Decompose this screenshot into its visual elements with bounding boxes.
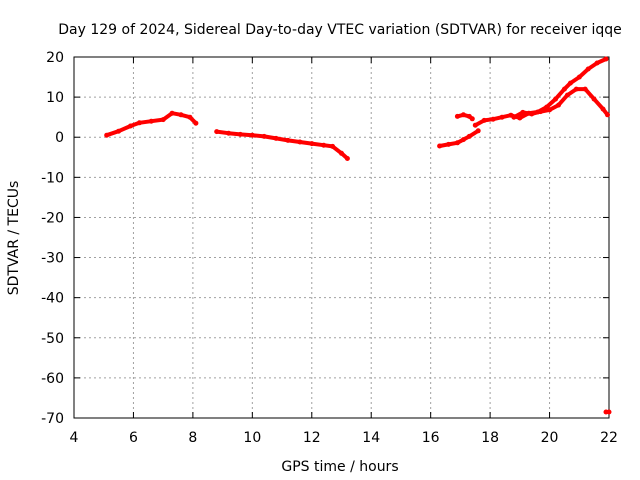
x-tick-label: 14: [362, 430, 380, 446]
data-point: [591, 96, 597, 102]
series-line-segment-1: [104, 111, 198, 138]
data-point: [104, 132, 110, 138]
data-point: [556, 102, 561, 108]
data-point: [605, 112, 610, 118]
grid-lines: [74, 57, 609, 418]
data-point: [481, 117, 487, 123]
series-group: [104, 56, 612, 415]
data-point: [214, 129, 220, 135]
data-point: [285, 137, 291, 143]
data-point: [193, 120, 199, 126]
data-point: [344, 156, 350, 161]
x-tick-label: 18: [481, 430, 499, 446]
data-point: [187, 114, 193, 120]
x-axis-title: GPS time / hours: [281, 459, 398, 475]
series-line-segment-2: [214, 129, 350, 161]
data-point: [469, 116, 475, 122]
data-point: [454, 113, 460, 119]
data-point: [585, 66, 591, 72]
data-point: [178, 112, 184, 118]
data-point: [594, 60, 600, 66]
data-point: [460, 137, 466, 143]
data-point: [116, 128, 122, 134]
data-point: [466, 133, 472, 139]
data-point: [446, 141, 451, 147]
data-point: [576, 74, 582, 80]
data-point: [573, 86, 579, 92]
y-tick-label: 10: [46, 90, 64, 106]
x-tick-label: 16: [422, 430, 440, 446]
data-point: [600, 106, 606, 112]
y-tick-label: -20: [41, 210, 64, 226]
data-point: [603, 56, 609, 62]
axis-ticks: [73, 56, 610, 419]
data-point: [490, 116, 496, 122]
data-point: [321, 142, 327, 148]
data-point: [339, 150, 344, 156]
chart-title: Day 129 of 2024, Sidereal Day-to-day VTE…: [58, 22, 622, 38]
data-point: [547, 107, 553, 113]
data-point: [460, 112, 466, 118]
data-point: [475, 128, 481, 134]
data-point: [454, 140, 460, 146]
data-point: [538, 109, 544, 115]
data-point: [249, 132, 255, 138]
plot-frame: [73, 56, 610, 419]
y-tick-label: 20: [46, 50, 64, 66]
y-tick-label: -60: [41, 371, 64, 387]
x-tick-label: 4: [70, 430, 79, 446]
data-point: [511, 114, 517, 120]
data-point: [237, 131, 243, 137]
data-point: [529, 111, 535, 117]
data-point: [564, 92, 570, 98]
data-point: [261, 133, 267, 139]
y-tick-label: -30: [41, 251, 64, 267]
data-point: [273, 135, 279, 141]
y-tick-label: -50: [41, 331, 64, 347]
data-point: [582, 86, 588, 92]
data-point: [160, 117, 166, 123]
data-point: [309, 141, 315, 147]
y-tick-label: -10: [41, 170, 64, 186]
y-tick-label: -70: [41, 411, 64, 427]
x-tick-label: 20: [541, 430, 559, 446]
tick-labels: 4 6 8 10 12 14 16 18 20 22 20 10 0 -10 -20 -30 -40 -50 -60…: [41, 50, 618, 446]
data-point: [136, 120, 142, 126]
x-tick-label: 22: [600, 430, 618, 446]
y-tick-label: -40: [41, 291, 64, 307]
data-point: [472, 122, 478, 128]
data-point: [297, 139, 303, 145]
data-point: [148, 118, 154, 124]
x-tick-label: 10: [243, 430, 261, 446]
data-point: [553, 96, 558, 102]
data-point: [499, 114, 505, 120]
x-tick-label: 12: [303, 430, 321, 446]
data-point: [330, 143, 336, 149]
data-point: [128, 123, 133, 129]
data-point: [606, 409, 612, 415]
data-point: [226, 130, 232, 136]
x-tick-label: 6: [129, 430, 138, 446]
y-axis-title: SDTVAR / TECUs: [6, 181, 22, 296]
data-point: [437, 143, 443, 149]
x-tick-label: 8: [188, 430, 197, 446]
data-point: [520, 109, 526, 115]
data-point: [567, 80, 573, 86]
data-point: [169, 110, 175, 116]
data-point: [561, 86, 567, 92]
y-tick-label: 0: [55, 130, 64, 146]
